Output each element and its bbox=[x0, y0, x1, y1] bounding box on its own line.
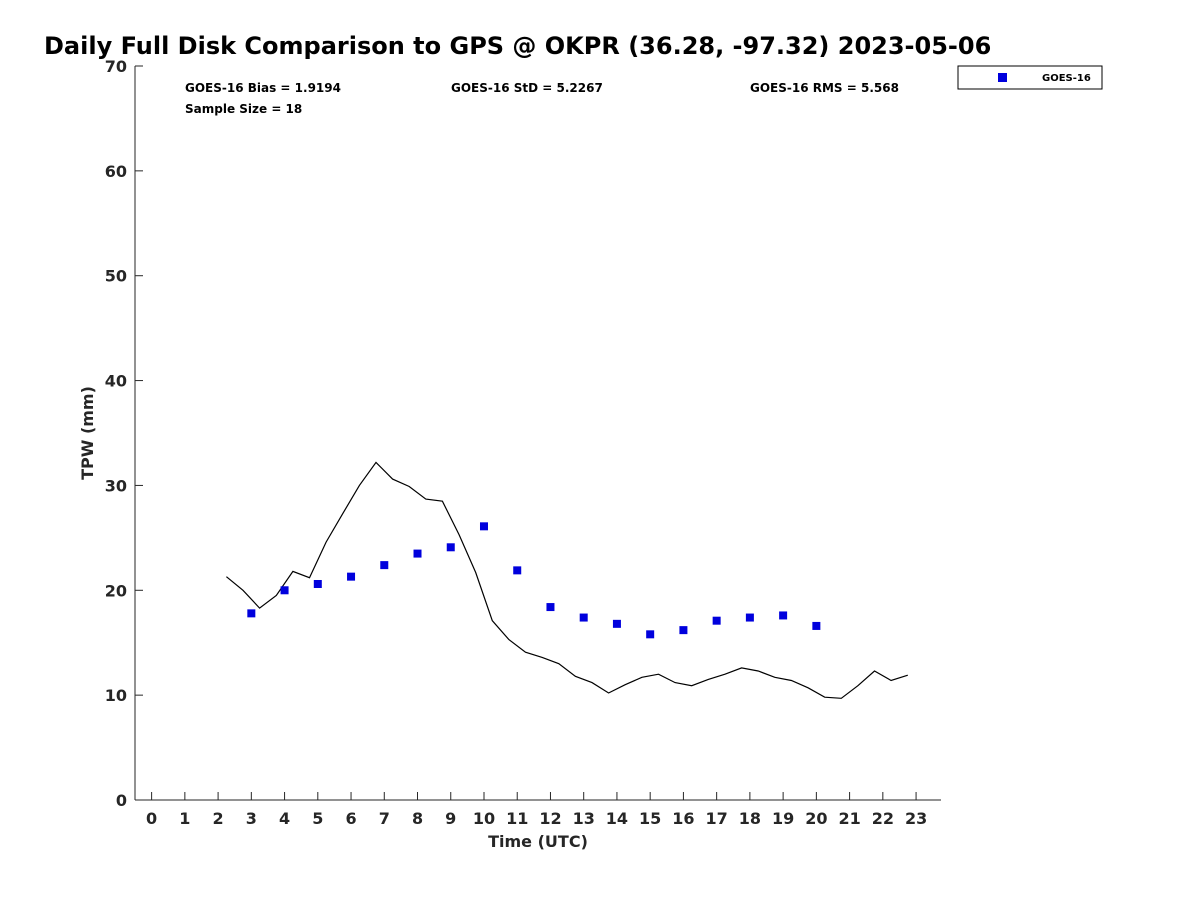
x-tick-label: 11 bbox=[506, 809, 528, 828]
y-tick-label: 60 bbox=[105, 162, 127, 181]
y-tick-label: 0 bbox=[116, 791, 127, 810]
x-tick-label: 12 bbox=[539, 809, 561, 828]
goes16-point bbox=[247, 609, 255, 617]
gps-line-series bbox=[226, 462, 907, 698]
y-tick-label: 30 bbox=[105, 476, 127, 495]
std-stat: GOES-16 StD = 5.2267 bbox=[451, 81, 603, 95]
chart-title: Daily Full Disk Comparison to GPS @ OKPR… bbox=[44, 32, 991, 60]
x-tick-label: 4 bbox=[279, 809, 290, 828]
x-axis-label: Time (UTC) bbox=[488, 832, 588, 851]
x-tick-label: 17 bbox=[706, 809, 728, 828]
goes16-point bbox=[713, 617, 721, 625]
y-tick-label: 50 bbox=[105, 267, 127, 286]
x-tick-label: 0 bbox=[146, 809, 157, 828]
y-axis-label: TPW (mm) bbox=[78, 386, 97, 480]
goes16-point bbox=[546, 603, 554, 611]
x-tick-label: 1 bbox=[179, 809, 190, 828]
x-tick-label: 20 bbox=[805, 809, 827, 828]
bias-stat: GOES-16 Bias = 1.9194 bbox=[185, 81, 341, 95]
goes16-point bbox=[414, 550, 422, 558]
goes16-point bbox=[281, 586, 289, 594]
x-tick-label: 6 bbox=[345, 809, 356, 828]
x-tick-label: 14 bbox=[606, 809, 628, 828]
x-tick-label: 19 bbox=[772, 809, 794, 828]
goes16-point bbox=[746, 614, 754, 622]
goes16-point bbox=[812, 622, 820, 630]
x-tick-label: 9 bbox=[445, 809, 456, 828]
goes16-point bbox=[679, 626, 687, 634]
goes16-point bbox=[613, 620, 621, 628]
x-tick-label: 13 bbox=[573, 809, 595, 828]
legend: GOES-16 bbox=[958, 66, 1102, 89]
x-tick-label: 3 bbox=[246, 809, 257, 828]
y-tick-label: 20 bbox=[105, 581, 127, 600]
goes16-point bbox=[779, 611, 787, 619]
goes16-point bbox=[314, 580, 322, 588]
x-tick-label: 23 bbox=[905, 809, 927, 828]
y-tick-label: 40 bbox=[105, 372, 127, 391]
goes16-point bbox=[480, 522, 488, 530]
x-tick-label: 10 bbox=[473, 809, 495, 828]
x-tick-label: 15 bbox=[639, 809, 661, 828]
goes16-point bbox=[580, 614, 588, 622]
legend-marker-goes16 bbox=[998, 73, 1007, 82]
goes16-point bbox=[513, 566, 521, 574]
x-tick-label: 21 bbox=[838, 809, 860, 828]
goes16-point bbox=[447, 543, 455, 551]
goes16-point bbox=[347, 573, 355, 581]
gps-line bbox=[226, 462, 907, 698]
goes16-point bbox=[646, 630, 654, 638]
x-tick-label: 5 bbox=[312, 809, 323, 828]
y-tick-label: 10 bbox=[105, 686, 127, 705]
x-tick-label: 16 bbox=[672, 809, 694, 828]
y-tick-label: 70 bbox=[105, 57, 127, 76]
legend-label-goes16: GOES-16 bbox=[1042, 73, 1091, 84]
x-tick-label: 2 bbox=[213, 809, 224, 828]
sample-size-stat: Sample Size = 18 bbox=[185, 102, 302, 116]
x-tick-label: 8 bbox=[412, 809, 423, 828]
goes16-marker-series bbox=[247, 522, 820, 638]
x-tick-label: 18 bbox=[739, 809, 761, 828]
rms-stat: GOES-16 RMS = 5.568 bbox=[750, 81, 899, 95]
x-tick-label: 7 bbox=[379, 809, 390, 828]
goes16-point bbox=[380, 561, 388, 569]
x-tick-label: 22 bbox=[872, 809, 894, 828]
